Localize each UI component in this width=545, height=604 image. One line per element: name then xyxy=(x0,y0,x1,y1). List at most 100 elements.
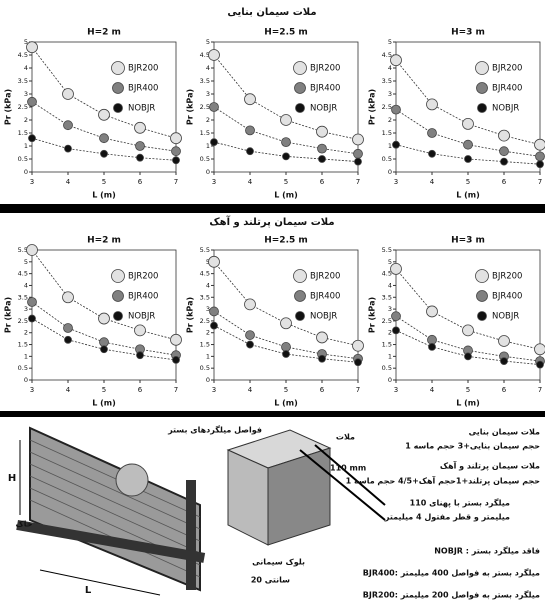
legend-label: BJR200 xyxy=(310,64,340,74)
point xyxy=(245,330,255,340)
note: BJR400: میلگرد بستر به فواصل 400 میلیمتر xyxy=(363,568,540,578)
point xyxy=(392,140,400,149)
point xyxy=(64,335,72,344)
point xyxy=(353,148,363,159)
y-tick-label: 3.5 xyxy=(382,77,392,85)
point xyxy=(427,128,437,138)
legend-label: NOBJR xyxy=(128,104,155,114)
point xyxy=(428,149,436,158)
point xyxy=(134,324,146,337)
point xyxy=(463,139,473,150)
dim-l xyxy=(39,569,161,596)
point xyxy=(427,334,437,345)
label: بلوک سیمانی xyxy=(252,558,305,567)
legend-marker xyxy=(476,290,488,302)
y-tick-label: 4 xyxy=(24,281,28,289)
legend-label: BJR200 xyxy=(128,272,158,282)
y-tick-label: 5.5 xyxy=(18,246,28,254)
point xyxy=(352,133,364,146)
x-tick-label: 7 xyxy=(356,386,360,394)
legend-label: BJR400 xyxy=(128,84,158,94)
note: 1 حجم سیمان پرتلند+1حجم آهک+4/5 حجم ماسه xyxy=(346,476,541,486)
x-tick-label: 4 xyxy=(66,386,71,394)
note: 1 حجم سیمان بنایی+3 حجم ماسه xyxy=(405,442,540,451)
legend-marker xyxy=(477,311,487,321)
legend-label: NOBJR xyxy=(128,312,155,322)
point xyxy=(172,356,180,364)
y-tick-label: 2 xyxy=(24,329,28,337)
y-tick-label: 3.5 xyxy=(18,77,28,85)
point xyxy=(98,108,110,121)
label: H xyxy=(8,473,16,484)
note: میلیمتر و قطر مفتول 4 میلیمتر xyxy=(384,513,510,522)
chart-title: H=3 m xyxy=(451,28,485,38)
point xyxy=(100,149,108,158)
legend-marker xyxy=(294,82,306,94)
note: میلگرد بستر با پهنای 110 xyxy=(410,498,510,508)
x-tick-label: 5 xyxy=(466,178,470,186)
note: BJR200: میلگرد بستر به فواصل 200 میلیمتر xyxy=(363,590,540,600)
point xyxy=(170,333,182,346)
legend-label: BJR200 xyxy=(310,272,340,282)
y-tick-label: 0 xyxy=(24,168,28,176)
point xyxy=(426,305,438,318)
x-tick-label: 4 xyxy=(430,178,435,186)
y-tick-label: 5 xyxy=(388,258,392,266)
y-tick-label: 0.5 xyxy=(382,364,392,372)
column xyxy=(186,480,196,590)
point xyxy=(26,244,38,256)
point xyxy=(28,314,36,323)
point xyxy=(498,129,510,142)
y-tick-label: 0.5 xyxy=(200,155,210,163)
x-axis-label: L (m) xyxy=(456,399,480,408)
point xyxy=(100,345,108,354)
x-tick-label: 5 xyxy=(102,178,106,186)
point xyxy=(316,125,328,138)
label: 20 سانتی xyxy=(251,576,290,585)
point xyxy=(462,324,474,337)
x-tick-label: 6 xyxy=(320,178,325,186)
point xyxy=(26,41,38,54)
legend-marker xyxy=(477,103,487,113)
point xyxy=(318,155,326,163)
point xyxy=(281,342,291,352)
y-tick-label: 0.5 xyxy=(382,155,392,163)
point xyxy=(99,337,109,348)
x-tick-label: 5 xyxy=(284,178,288,186)
x-tick-label: 4 xyxy=(248,178,253,186)
point xyxy=(136,153,144,162)
legend-label: NOBJR xyxy=(492,312,519,322)
x-tick-label: 6 xyxy=(138,178,143,186)
y-tick-label: 3.5 xyxy=(382,293,392,301)
y-tick-label: 3 xyxy=(24,305,28,313)
y-tick-label: 4.5 xyxy=(382,51,392,59)
point xyxy=(280,317,292,330)
point xyxy=(392,326,400,335)
point xyxy=(209,306,219,317)
y-tick-label: 2.5 xyxy=(382,103,392,111)
section-title: ملات سیمان پرتلند و آهک xyxy=(209,215,334,228)
legend-label: BJR400 xyxy=(128,292,158,302)
y-tick-label: 3.5 xyxy=(200,293,210,301)
rebar xyxy=(314,444,386,506)
point xyxy=(244,93,256,106)
legend-label: BJR200 xyxy=(128,64,158,74)
y-tick-label: 2 xyxy=(388,116,392,124)
y-tick-label: 1 xyxy=(206,142,210,150)
point xyxy=(171,146,181,157)
y-tick-label: 1 xyxy=(24,142,28,150)
point xyxy=(426,98,438,111)
y-tick-label: 0 xyxy=(388,376,392,384)
section-title: ملات سیمان بنایی xyxy=(227,7,316,18)
point xyxy=(500,357,508,365)
y-tick-label: 1.5 xyxy=(200,341,210,349)
point xyxy=(534,138,545,151)
y-tick-label: 1.5 xyxy=(382,341,392,349)
y-tick-label: 0 xyxy=(206,168,210,176)
point xyxy=(282,350,290,358)
y-tick-label: 5 xyxy=(206,38,210,46)
charts: H=2 m 0 0.5 1 1.5 2 2.5 3 3.5 4 4.5 5 3 4 5 6 7 L (m) Pr (… xyxy=(4,28,545,408)
point xyxy=(390,263,402,275)
label: فواصل میلگردهای بستر xyxy=(167,425,262,435)
